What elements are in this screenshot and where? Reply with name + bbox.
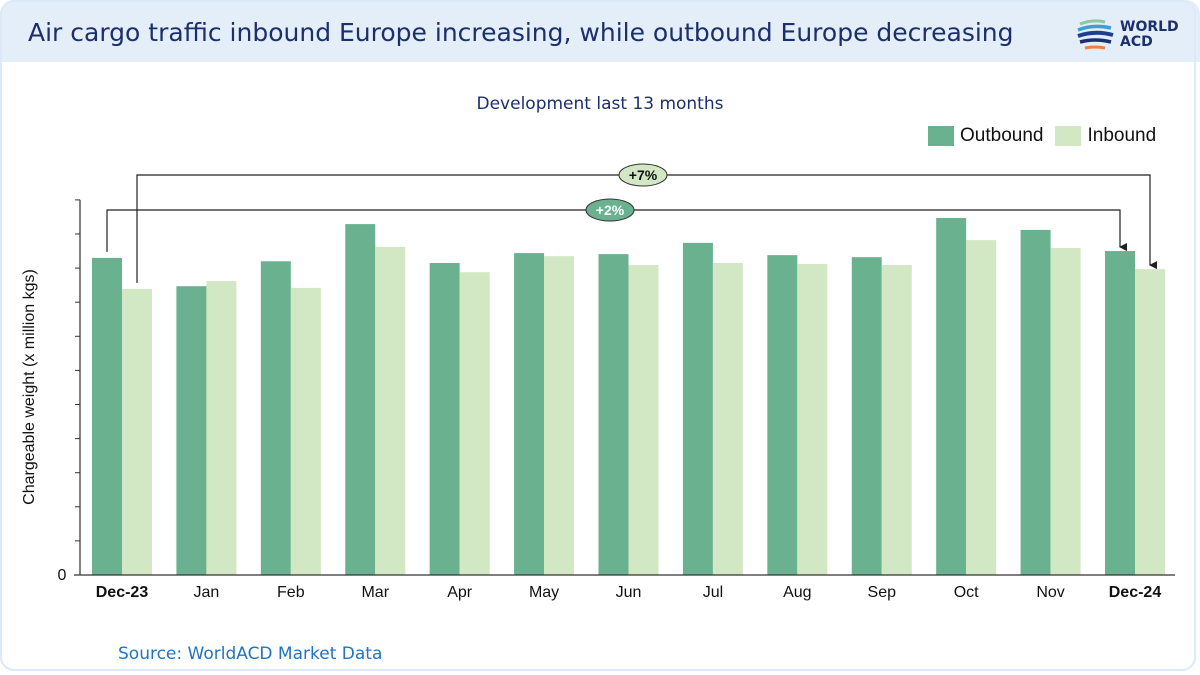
- page-title: Air cargo traffic inbound Europe increas…: [28, 18, 1014, 47]
- annotation-badge: [618, 163, 668, 187]
- bar-outbound-aug: [767, 255, 798, 575]
- bar-outbound-dec-23: [92, 257, 122, 575]
- legend-label-outbound: Outbound: [960, 125, 1044, 146]
- bar-inbound-jul: [712, 262, 743, 575]
- x-tick-label: Dec-24: [1109, 584, 1162, 601]
- bar-inbound-jan: [206, 281, 237, 575]
- legend: Outbound Inbound: [928, 125, 1156, 147]
- bar-outbound-feb: [260, 261, 291, 575]
- x-tick-label: Aug: [783, 584, 811, 601]
- title-bar: [0, 0, 1200, 62]
- x-tick-label: Oct: [954, 584, 979, 601]
- x-tick-label: Dec-23: [96, 584, 149, 601]
- bar-inbound-nov: [1050, 247, 1081, 575]
- bar-outbound-may: [514, 253, 545, 575]
- legend-label-inbound: Inbound: [1087, 125, 1157, 146]
- bar-outbound-mar: [345, 224, 376, 575]
- x-tick-label: Nov: [1036, 584, 1064, 601]
- y-tick-label: 0: [58, 567, 67, 584]
- bar-outbound-dec-24: [1105, 251, 1135, 576]
- annotation-badge: [585, 198, 635, 222]
- bar-inbound-aug: [797, 264, 828, 575]
- bar-inbound-jun: [628, 265, 659, 575]
- legend-swatch-outbound: [928, 126, 954, 146]
- x-tick-label: Jun: [616, 584, 642, 601]
- bar-outbound-jul: [682, 242, 713, 575]
- x-tick-label: Apr: [447, 584, 473, 601]
- bar-inbound-apr: [459, 272, 490, 575]
- bar-outbound-nov: [1020, 229, 1051, 575]
- x-tick-label: Mar: [361, 584, 389, 601]
- bar-inbound-may: [544, 256, 575, 575]
- x-tick-label: Feb: [277, 584, 305, 601]
- bar-outbound-jan: [176, 286, 207, 575]
- world-acd-logo: [1077, 19, 1114, 50]
- chart-title: Development last 13 months: [476, 94, 724, 114]
- bar-outbound-sep: [851, 257, 882, 575]
- bar-inbound-dec-24: [1135, 269, 1165, 575]
- legend-swatch-inbound: [1055, 126, 1082, 146]
- annotation-label: +7%: [629, 167, 658, 183]
- source-note: Source: WorldACD Market Data: [118, 644, 383, 664]
- y-axis-label: Chargeable weight (x million kgs): [21, 269, 38, 505]
- bar-inbound-oct: [966, 240, 997, 575]
- bar-outbound-jun: [598, 254, 629, 575]
- bar-inbound-sep: [881, 265, 912, 575]
- bar-inbound-mar: [375, 246, 406, 575]
- bar-inbound-dec-23: [122, 288, 152, 575]
- bar-outbound-oct: [936, 217, 967, 575]
- bar-inbound-feb: [290, 287, 321, 575]
- x-tick-label: Jan: [194, 584, 220, 601]
- logo-text: WORLD ACD: [1120, 19, 1179, 50]
- bar-outbound-apr: [429, 262, 460, 575]
- x-tick-label: Jul: [703, 584, 723, 601]
- x-tick-label: Sep: [868, 584, 897, 601]
- annotation-label: +2%: [596, 202, 625, 218]
- x-tick-label: May: [529, 584, 559, 601]
